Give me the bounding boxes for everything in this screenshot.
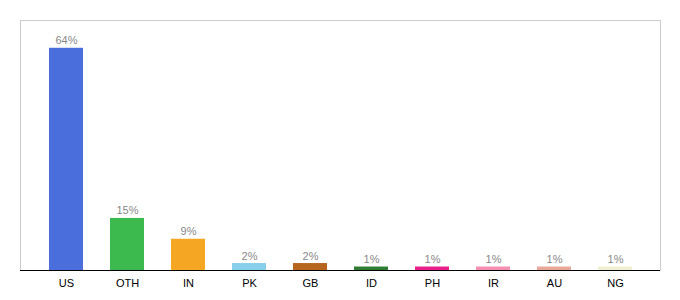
svg-text:IR: IR (488, 277, 499, 289)
svg-text:PK: PK (242, 277, 257, 289)
svg-text:2%: 2% (303, 250, 319, 262)
svg-text:64%: 64% (55, 34, 77, 46)
svg-text:GB: GB (303, 277, 319, 289)
svg-text:US: US (59, 277, 74, 289)
svg-text:IN: IN (183, 277, 194, 289)
svg-text:9%: 9% (181, 225, 197, 237)
svg-text:15%: 15% (116, 204, 138, 216)
svg-text:1%: 1% (364, 253, 380, 265)
svg-text:NG: NG (607, 277, 624, 289)
svg-text:2%: 2% (242, 250, 258, 262)
svg-text:1%: 1% (425, 253, 441, 265)
svg-text:OTH: OTH (116, 277, 139, 289)
svg-text:AU: AU (547, 277, 562, 289)
svg-text:1%: 1% (608, 253, 624, 265)
svg-text:ID: ID (366, 277, 377, 289)
svg-text:1%: 1% (547, 253, 563, 265)
svg-text:1%: 1% (486, 253, 502, 265)
svg-text:PH: PH (425, 277, 440, 289)
